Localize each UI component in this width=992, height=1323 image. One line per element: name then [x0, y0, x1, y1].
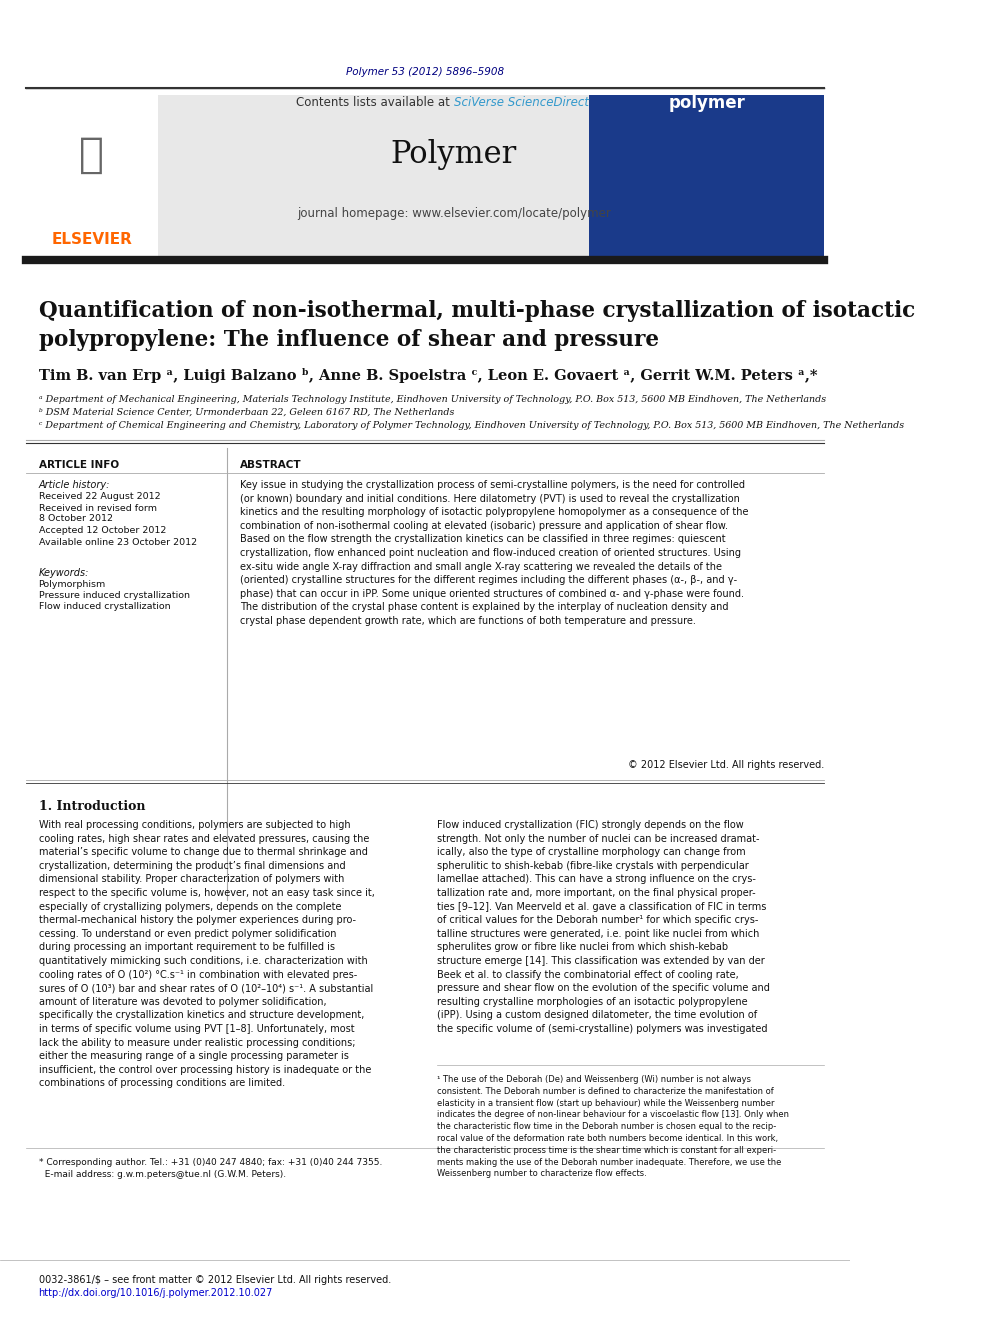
- Text: ELSEVIER: ELSEVIER: [52, 233, 132, 247]
- Text: Quantification of non-isothermal, multi-phase crystallization of isotactic
polyp: Quantification of non-isothermal, multi-…: [39, 300, 915, 351]
- Text: Polymorphism: Polymorphism: [39, 579, 106, 589]
- Text: Received in revised form: Received in revised form: [39, 504, 157, 513]
- Text: Keywords:: Keywords:: [39, 568, 89, 578]
- Text: 0032-3861/$ – see front matter © 2012 Elsevier Ltd. All rights reserved.: 0032-3861/$ – see front matter © 2012 El…: [39, 1275, 391, 1285]
- Text: Flow induced crystallization (FIC) strongly depends on the flow
strength. Not on: Flow induced crystallization (FIC) stron…: [436, 820, 770, 1035]
- Text: * Corresponding author. Tel.: +31 (0)40 247 4840; fax: +31 (0)40 244 7355.
  E-m: * Corresponding author. Tel.: +31 (0)40 …: [39, 1158, 382, 1179]
- Text: 1. Introduction: 1. Introduction: [39, 800, 145, 814]
- Text: journal homepage: www.elsevier.com/locate/polymer: journal homepage: www.elsevier.com/locat…: [297, 206, 611, 220]
- Text: With real processing conditions, polymers are subjected to high
cooling rates, h: With real processing conditions, polymer…: [39, 820, 374, 1089]
- Text: Polymer 53 (2012) 5896–5908: Polymer 53 (2012) 5896–5908: [346, 67, 504, 77]
- Text: 8 October 2012: 8 October 2012: [39, 515, 112, 523]
- Text: ᵇ DSM Material Science Center, Urmonderbaan 22, Geleen 6167 RD, The Netherlands: ᵇ DSM Material Science Center, Urmonderb…: [39, 407, 454, 417]
- Text: Flow induced crystallization: Flow induced crystallization: [39, 602, 171, 611]
- Bar: [26, 95, 824, 261]
- Text: SciVerse ScienceDirect: SciVerse ScienceDirect: [454, 97, 589, 110]
- Text: Tim B. van Erp ᵃ, Luigi Balzano ᵇ, Anne B. Spoelstra ᶜ, Leon E. Govaert ᵃ, Gerri: Tim B. van Erp ᵃ, Luigi Balzano ᵇ, Anne …: [39, 368, 817, 382]
- Text: Polymer: Polymer: [391, 139, 517, 171]
- Text: ᶜ Department of Chemical Engineering and Chemistry, Laboratory of Polymer Techno: ᶜ Department of Chemical Engineering and…: [39, 421, 904, 430]
- Text: http://dx.doi.org/10.1016/j.polymer.2012.10.027: http://dx.doi.org/10.1016/j.polymer.2012…: [39, 1289, 273, 1298]
- Bar: [589, 95, 824, 261]
- Text: polymer: polymer: [669, 94, 745, 112]
- Text: © 2012 Elsevier Ltd. All rights reserved.: © 2012 Elsevier Ltd. All rights reserved…: [628, 759, 824, 770]
- Text: Received 22 August 2012: Received 22 August 2012: [39, 492, 160, 501]
- Text: Contents lists available at: Contents lists available at: [297, 97, 454, 110]
- Text: 🌳: 🌳: [79, 134, 104, 176]
- Text: Article history:: Article history:: [39, 480, 110, 490]
- Text: ᵃ Department of Mechanical Engineering, Materials Technology Institute, Eindhove: ᵃ Department of Mechanical Engineering, …: [39, 396, 825, 404]
- Text: ABSTRACT: ABSTRACT: [240, 460, 302, 470]
- Text: ¹ The use of the Deborah (De) and Weissenberg (Wi) number is not always
consiste: ¹ The use of the Deborah (De) and Weisse…: [436, 1076, 789, 1179]
- Text: Accepted 12 October 2012: Accepted 12 October 2012: [39, 527, 166, 534]
- Text: Available online 23 October 2012: Available online 23 October 2012: [39, 538, 196, 546]
- Text: ARTICLE INFO: ARTICLE INFO: [39, 460, 119, 470]
- Bar: [26, 95, 159, 261]
- Text: Key issue in studying the crystallization process of semi-crystalline polymers, : Key issue in studying the crystallizatio…: [240, 480, 748, 626]
- Text: Pressure induced crystallization: Pressure induced crystallization: [39, 591, 189, 601]
